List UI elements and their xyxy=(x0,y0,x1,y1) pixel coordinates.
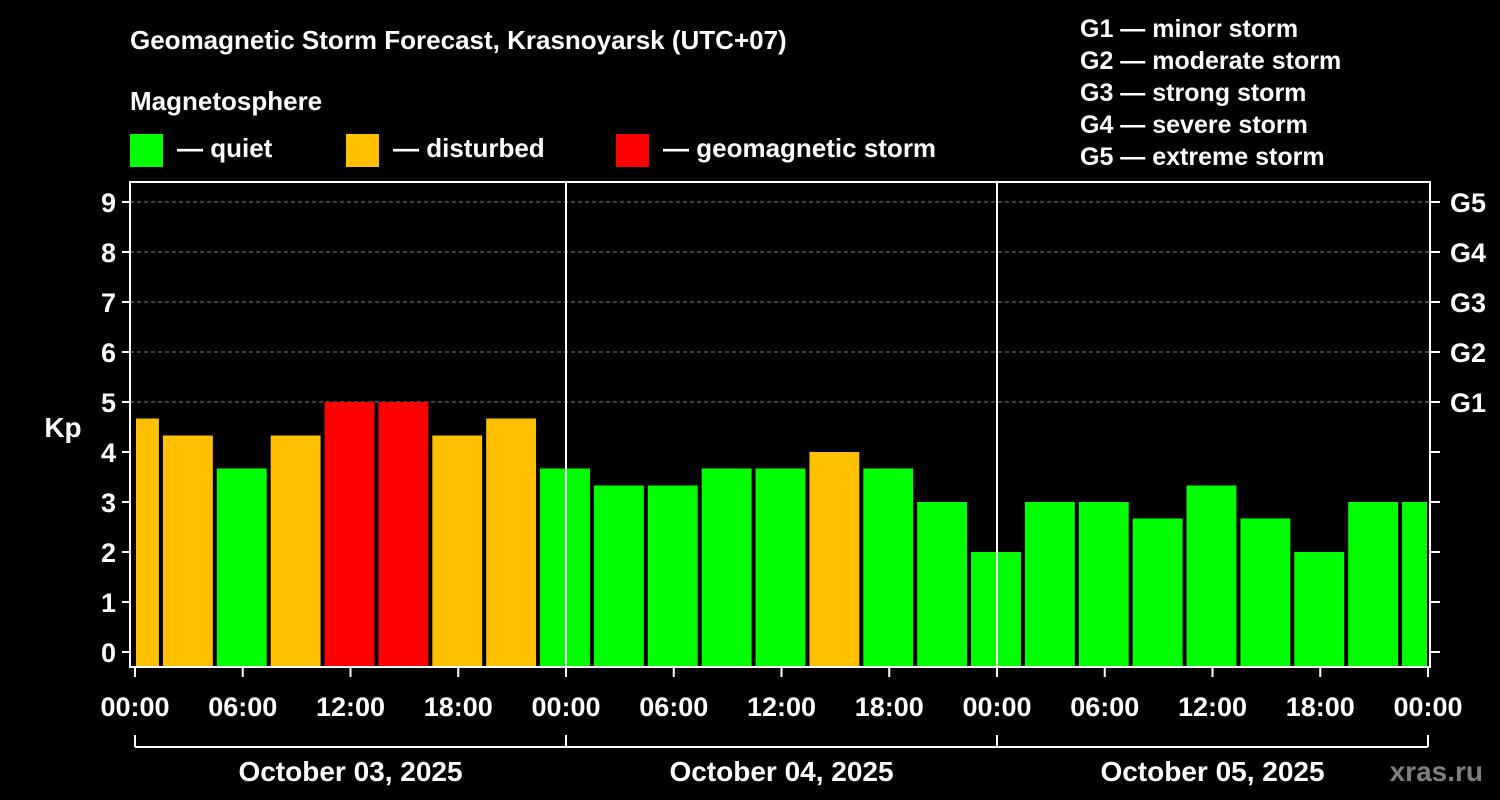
x-tick-label: 06:00 xyxy=(1070,692,1139,722)
y-tick-label: 5 xyxy=(101,388,116,418)
grid-lines xyxy=(130,201,1430,403)
kp-bar xyxy=(647,485,698,667)
x-tick-label: 18:00 xyxy=(424,692,493,722)
kp-bar xyxy=(1186,485,1237,667)
x-tick-label: 00:00 xyxy=(1393,692,1462,722)
kp-bar xyxy=(1294,552,1345,667)
kp-bar xyxy=(1024,502,1075,667)
y-tick-label: 2 xyxy=(101,538,116,568)
kp-bar xyxy=(432,435,483,667)
date-label: October 03, 2025 xyxy=(238,756,462,787)
legend-swatch xyxy=(346,134,379,167)
x-axis: 00:00 06:00 12:00 18:00 00:00 06:00 12:00 18:00… xyxy=(100,667,1463,722)
kp-bar xyxy=(1402,502,1427,667)
legend-label: — geomagnetic storm xyxy=(663,133,936,163)
color-legend: — quiet — disturbed — geomagnetic storm xyxy=(130,133,936,167)
kp-bar xyxy=(378,402,429,667)
legend-swatch xyxy=(130,134,163,167)
y-tick-label: 8 xyxy=(101,238,116,268)
kp-bar xyxy=(809,452,860,667)
date-label: October 05, 2025 xyxy=(1100,756,1324,787)
scale-legend-item: G1 — minor storm xyxy=(1080,15,1298,43)
legend-swatch xyxy=(616,134,649,167)
y-tick-label: 7 xyxy=(101,288,116,318)
x-tick-label: 06:00 xyxy=(639,692,708,722)
kp-bar xyxy=(162,435,213,667)
y-tick-label: 0 xyxy=(101,638,116,668)
plot-frame xyxy=(129,181,1431,668)
kp-bar xyxy=(216,468,267,667)
kp-bar xyxy=(1240,518,1291,667)
kp-bar xyxy=(1132,518,1183,667)
x-tick-label: 18:00 xyxy=(855,692,924,722)
x-tick-label: 12:00 xyxy=(316,692,385,722)
watermark: xras.ru xyxy=(1390,756,1483,787)
kp-bar xyxy=(701,468,752,667)
kp-bar xyxy=(136,418,159,667)
y-axis-label: Kp xyxy=(44,412,81,443)
legend-label: — disturbed xyxy=(393,133,545,163)
kp-bar xyxy=(1078,502,1129,667)
y-tick-label: 9 xyxy=(101,188,116,218)
g-scale-label: G3 xyxy=(1450,288,1486,318)
bar-series xyxy=(136,402,1427,667)
g-scale-label: G4 xyxy=(1450,238,1486,268)
kp-bar xyxy=(755,468,806,667)
y-axis: 0 1 2 3 4 5 6 7 8 9 xyxy=(101,188,130,668)
x-tick-label: 00:00 xyxy=(962,692,1031,722)
scale-legend-item: G2 — moderate storm xyxy=(1080,47,1341,75)
kp-bar xyxy=(324,402,375,667)
kp-bar xyxy=(863,468,914,667)
y-tick-label: 3 xyxy=(101,488,116,518)
scale-legend-item: G3 — strong storm xyxy=(1080,79,1306,107)
y-tick-label: 6 xyxy=(101,338,116,368)
x-tick-label: 12:00 xyxy=(747,692,816,722)
kp-bar xyxy=(593,485,644,667)
date-label: October 04, 2025 xyxy=(669,756,893,787)
day-dividers xyxy=(565,182,998,667)
scale-legend-item: G5 — extreme storm xyxy=(1080,143,1325,171)
g-scale-label: G1 xyxy=(1450,388,1486,418)
x-tick-label: 12:00 xyxy=(1178,692,1247,722)
y-tick-label: 1 xyxy=(101,588,116,618)
g-scale-label: G2 xyxy=(1450,338,1486,368)
legend-title: Magnetosphere xyxy=(130,86,322,116)
kp-bar xyxy=(486,418,537,667)
y-tick-label: 4 xyxy=(101,438,116,468)
x-tick-label: 00:00 xyxy=(531,692,600,722)
x-tick-label: 00:00 xyxy=(100,692,169,722)
scale-legend-item: G4 — severe storm xyxy=(1080,111,1308,139)
x-tick-label: 18:00 xyxy=(1286,692,1355,722)
legend-label: — quiet xyxy=(177,133,273,163)
g-scale-axis: G1 G2 G3 G4 G5 xyxy=(1430,188,1486,653)
x-tick-label: 06:00 xyxy=(208,692,277,722)
kp-bar xyxy=(917,502,968,667)
storm-scale-legend: G1 — minor storm G2 — moderate storm G3 — … xyxy=(1080,15,1341,171)
date-axis: October 03, 2025 October 04, 2025 October … xyxy=(134,735,1429,787)
chart-title: Geomagnetic Storm Forecast, Krasnoyarsk … xyxy=(130,25,787,55)
g-scale-label: G5 xyxy=(1450,188,1486,218)
kp-bar xyxy=(270,435,321,667)
kp-bar xyxy=(1348,502,1399,667)
